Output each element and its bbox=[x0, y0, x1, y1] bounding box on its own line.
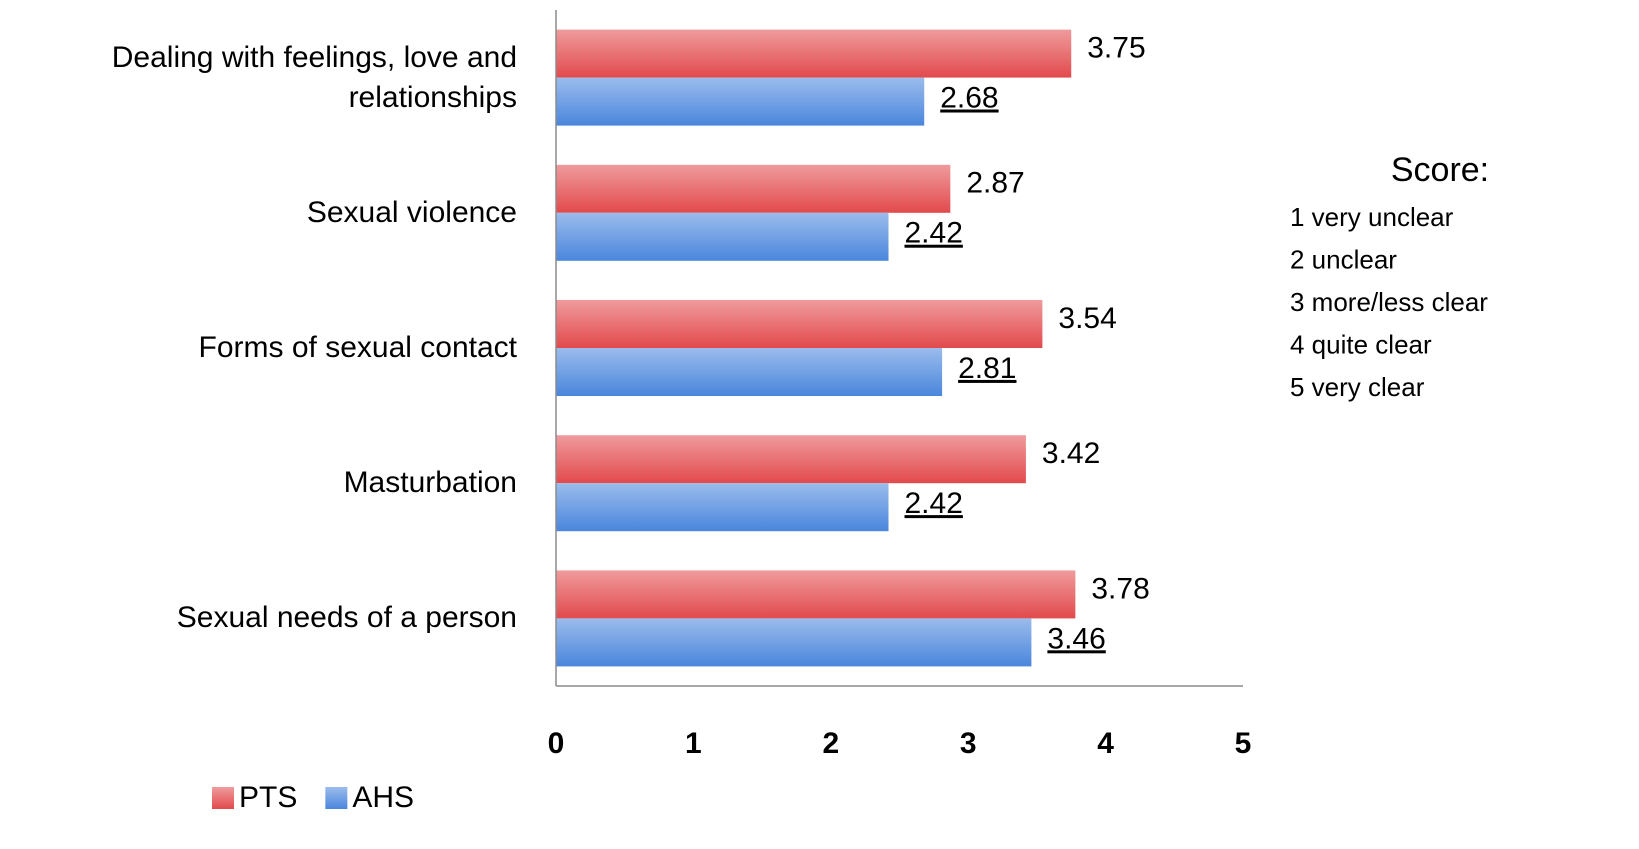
annotation-line: 2 unclear bbox=[1290, 244, 1397, 274]
y-tick-label: Sexual needs of a person bbox=[176, 601, 517, 635]
annotation-line: 1 very unclear bbox=[1290, 202, 1454, 232]
x-tick-label: 2 bbox=[822, 727, 839, 760]
value-label: 3.42 bbox=[1042, 437, 1100, 470]
y-tick-label: Masturbation bbox=[343, 466, 517, 500]
annotation-line: 5 very clear bbox=[1290, 372, 1425, 402]
bar bbox=[556, 212, 889, 261]
x-tick-label: 5 bbox=[1235, 727, 1252, 760]
y-tick-label: Forms of sexual contact bbox=[198, 331, 517, 364]
annotation-line: 3 more/less clear bbox=[1290, 287, 1488, 317]
legend-label: AHS bbox=[352, 781, 414, 814]
bar bbox=[556, 29, 1072, 78]
legend-label: PTS bbox=[239, 781, 297, 814]
annotation-title: Score: bbox=[1391, 151, 1489, 189]
x-tick-label: 0 bbox=[548, 727, 565, 760]
y-tick-label: Dealing with feelings, love and relation… bbox=[111, 40, 517, 114]
bar bbox=[556, 300, 1043, 348]
bar bbox=[556, 348, 943, 396]
x-tick-label: 4 bbox=[1097, 727, 1114, 760]
bar bbox=[556, 435, 1026, 484]
x-tick-label: 1 bbox=[685, 727, 702, 760]
annotation-line: 4 quite clear bbox=[1290, 329, 1432, 359]
value-label: 3.75 bbox=[1087, 32, 1145, 65]
bar bbox=[556, 570, 1076, 619]
legend-swatch bbox=[325, 787, 348, 809]
value-label: 3.54 bbox=[1058, 302, 1116, 335]
bar bbox=[556, 483, 889, 532]
value-label: 3.46 bbox=[1047, 622, 1105, 655]
value-label: 2.68 bbox=[940, 82, 998, 115]
value-label: 2.87 bbox=[966, 167, 1024, 200]
x-tick-label: 3 bbox=[960, 727, 977, 760]
value-label: 2.42 bbox=[905, 487, 963, 520]
bar bbox=[556, 618, 1032, 667]
bar bbox=[556, 77, 925, 126]
y-tick-label: Sexual violence bbox=[306, 195, 517, 229]
value-label: 3.78 bbox=[1091, 572, 1149, 605]
value-label: 2.42 bbox=[905, 217, 963, 250]
bar bbox=[556, 164, 951, 213]
value-label: 2.81 bbox=[958, 352, 1016, 385]
legend-swatch bbox=[212, 787, 234, 809]
